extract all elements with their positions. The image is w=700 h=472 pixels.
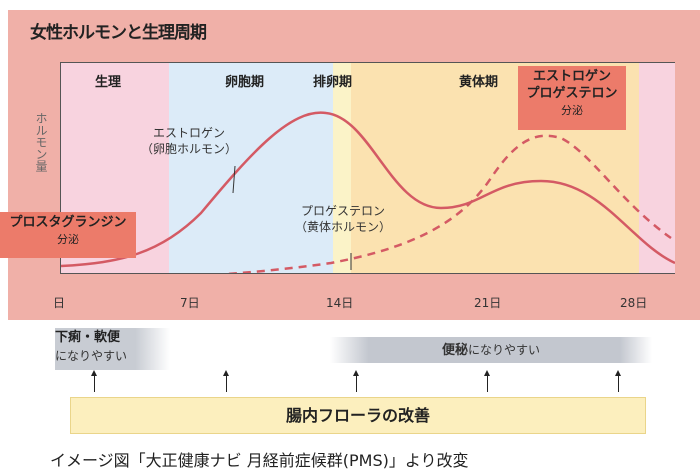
estrogen-alias: （卵胞ホルモン） xyxy=(141,142,238,156)
arrow-up-icon xyxy=(91,370,97,392)
estrogen-label: エストロゲン （卵胞ホルモン） xyxy=(141,125,237,157)
day-tick-14: 14日 xyxy=(326,296,354,310)
phase-ovulation: 排卵期 xyxy=(313,75,353,90)
estrogen-leader xyxy=(232,165,236,194)
arrow-up-icon xyxy=(353,370,359,392)
progesterone-curve xyxy=(223,134,672,273)
estrogen-name: エストロゲン xyxy=(153,126,226,140)
arrow-up-icon xyxy=(223,370,229,392)
prostaglandin-name: プロスタグランジン xyxy=(9,215,127,230)
prostaglandin-secretion: 分泌 xyxy=(57,233,79,246)
day-tick-0: 日 xyxy=(53,296,66,310)
estrogen-curve xyxy=(61,111,675,268)
day-tick-21: 21日 xyxy=(474,296,502,310)
diarrhea-box: 下痢・軟便 になりやすい xyxy=(55,328,170,370)
gut-flora-box: 腸内フローラの改善 xyxy=(70,397,646,434)
luteal-hormone-callout: エストロゲン プロゲステロン 分泌 xyxy=(518,66,626,130)
constipation-sub: になりやすい xyxy=(468,343,541,357)
estrogen-callout-name: エストロゲン xyxy=(532,69,611,84)
luteal-secretion: 分泌 xyxy=(561,104,583,117)
arrow-up-icon xyxy=(484,370,490,392)
prostaglandin-callout: プロスタグランジン 分泌 xyxy=(0,212,136,258)
progesterone-name: プロゲステロン xyxy=(301,204,386,218)
progesterone-callout-name: プロゲステロン xyxy=(526,86,618,101)
constipation-bar: 便秘になりやすい xyxy=(330,337,652,363)
y-axis-label: ホルモン量 xyxy=(34,112,48,172)
progesterone-alias: （黄体ホルモン） xyxy=(295,220,392,234)
diarrhea-sub: になりやすい xyxy=(55,349,128,363)
band-follicular xyxy=(169,63,333,273)
day-tick-28: 28日 xyxy=(620,296,648,310)
phase-luteal: 黄体期 xyxy=(459,75,499,90)
arrow-up-icon xyxy=(615,370,621,392)
source-caption: イメージ図「大正健康ナビ 月経前症候群(PMS)」より改変 xyxy=(50,451,469,470)
phase-follicular: 卵胞期 xyxy=(225,75,265,90)
progesterone-label: プロゲステロン （黄体ホルモン） xyxy=(295,203,391,235)
diarrhea-label: 下痢・軟便 xyxy=(55,330,121,345)
day-tick-7: 7日 xyxy=(180,296,200,310)
constipation-label: 便秘 xyxy=(441,343,468,358)
hormone-curves xyxy=(61,111,675,273)
page-title: 女性ホルモンと生理周期 xyxy=(30,23,207,43)
phase-menstruation: 生理 xyxy=(95,75,122,90)
